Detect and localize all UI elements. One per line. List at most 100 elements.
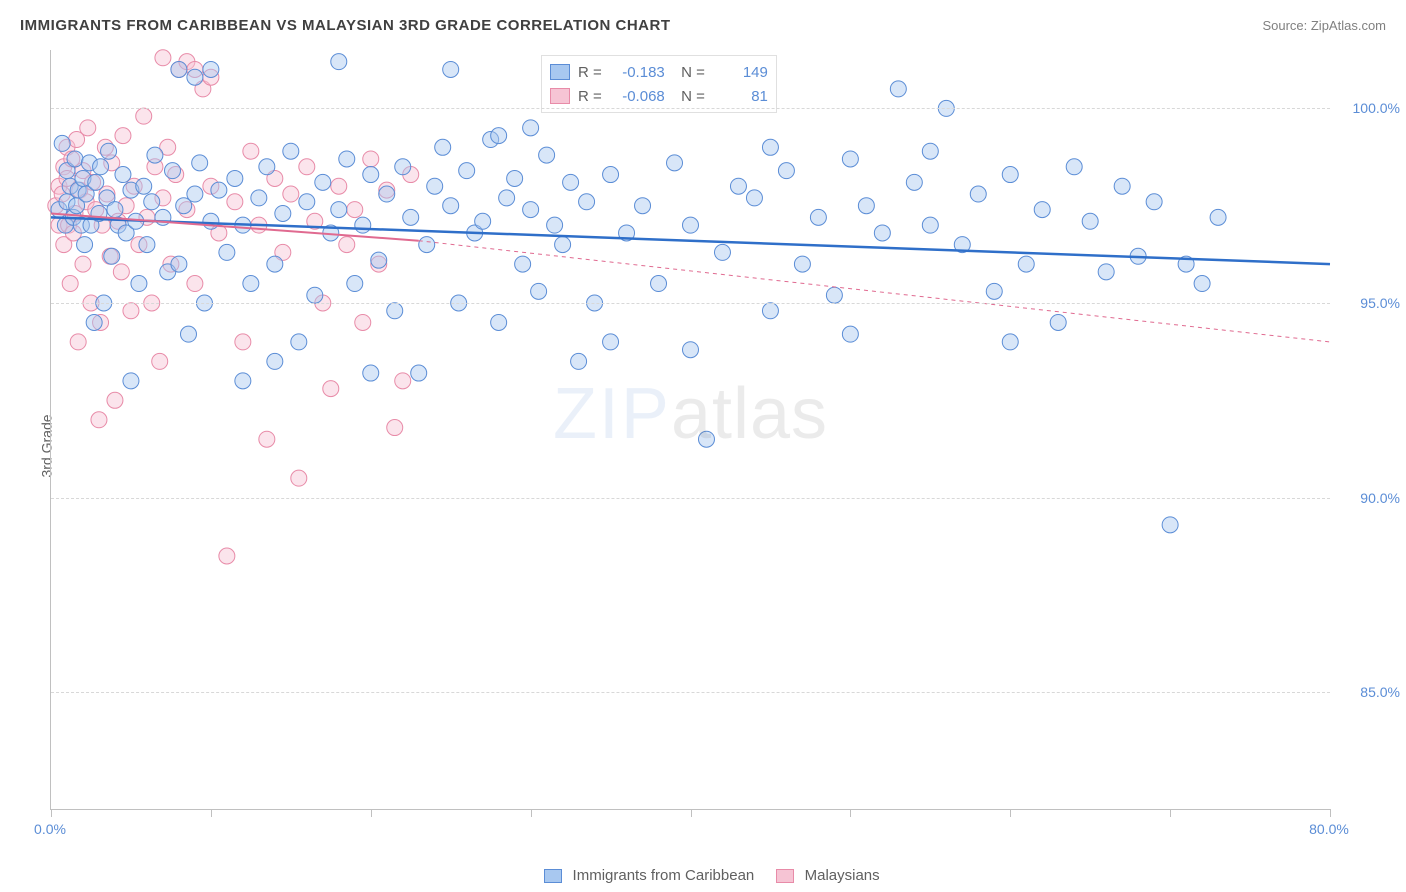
scatter-point <box>180 326 196 342</box>
scatter-point <box>547 217 563 233</box>
scatter-point <box>187 69 203 85</box>
scatter-point <box>107 202 123 218</box>
scatter-point <box>443 61 459 77</box>
scatter-point <box>603 334 619 350</box>
scatter-point <box>283 186 299 202</box>
scatter-point <box>499 190 515 206</box>
scatter-point <box>563 174 579 190</box>
scatter-point <box>842 326 858 342</box>
scatter-point <box>698 431 714 447</box>
scatter-point <box>62 276 78 292</box>
scatter-point <box>165 163 181 179</box>
scatter-point <box>1050 314 1066 330</box>
r-label-2: R = <box>578 88 602 105</box>
scatter-point <box>874 225 890 241</box>
scatter-point <box>315 174 331 190</box>
x-tick-label: 0.0% <box>34 821 66 837</box>
source-label: Source: ZipAtlas.com <box>1262 18 1386 33</box>
scatter-point <box>107 392 123 408</box>
scatter-point <box>523 120 539 136</box>
scatter-point <box>730 178 746 194</box>
scatter-point <box>227 170 243 186</box>
scatter-point <box>635 198 651 214</box>
scatter-point <box>152 353 168 369</box>
chart-container: IMMIGRANTS FROM CARIBBEAN VS MALAYSIAN 3… <box>0 0 1406 892</box>
scatter-point <box>443 198 459 214</box>
scatter-point <box>419 237 435 253</box>
scatter-point <box>579 194 595 210</box>
x-tick <box>531 809 532 817</box>
scatter-point <box>714 244 730 260</box>
scatter-point <box>603 167 619 183</box>
scatter-point <box>387 420 403 436</box>
scatter-point <box>1034 202 1050 218</box>
scatter-point <box>355 314 371 330</box>
scatter-point <box>227 194 243 210</box>
scatter-point <box>339 151 355 167</box>
bottom-legend: Immigrants from Caribbean Malaysians <box>0 867 1406 884</box>
scatter-point <box>115 167 131 183</box>
scatter-point <box>1162 517 1178 533</box>
scatter-point <box>211 182 227 198</box>
scatter-point <box>1194 276 1210 292</box>
scatter-point <box>136 178 152 194</box>
scatter-point <box>411 365 427 381</box>
scatter-point <box>243 143 259 159</box>
scatter-point <box>842 151 858 167</box>
grid-line <box>51 498 1330 499</box>
scatter-point <box>187 276 203 292</box>
scatter-point <box>1098 264 1114 280</box>
scatter-point <box>515 256 531 272</box>
scatter-point <box>331 202 347 218</box>
scatter-point <box>155 50 171 66</box>
scatter-point <box>219 244 235 260</box>
scatter-point <box>80 120 96 136</box>
scatter-point <box>363 167 379 183</box>
grid-line <box>51 692 1330 693</box>
scatter-point <box>491 314 507 330</box>
scatter-point <box>922 143 938 159</box>
scatter-point <box>104 248 120 264</box>
scatter-point <box>144 194 160 210</box>
scatter-point <box>347 202 363 218</box>
x-tick <box>371 809 372 817</box>
scatter-svg <box>51 50 1330 809</box>
scatter-point <box>259 159 275 175</box>
scatter-point <box>101 143 117 159</box>
scatter-point <box>667 155 683 171</box>
scatter-point <box>986 283 1002 299</box>
scatter-point <box>683 342 699 358</box>
scatter-point <box>1146 194 1162 210</box>
legend-swatch-caribbean <box>544 869 562 883</box>
scatter-point <box>762 303 778 319</box>
scatter-point <box>539 147 555 163</box>
grid-line <box>51 303 1330 304</box>
swatch-malaysian <box>550 88 570 104</box>
scatter-point <box>251 190 267 206</box>
scatter-point <box>491 128 507 144</box>
x-tick <box>1010 809 1011 817</box>
scatter-point <box>435 139 451 155</box>
scatter-point <box>275 205 291 221</box>
scatter-point <box>555 237 571 253</box>
y-tick-label: 95.0% <box>1340 295 1400 311</box>
header: IMMIGRANTS FROM CARIBBEAN VS MALAYSIAN 3… <box>0 0 1406 40</box>
scatter-point <box>113 264 129 280</box>
x-tick <box>691 809 692 817</box>
scatter-point <box>235 334 251 350</box>
scatter-point <box>826 287 842 303</box>
scatter-point <box>507 170 523 186</box>
scatter-point <box>363 365 379 381</box>
scatter-point <box>523 202 539 218</box>
scatter-point <box>922 217 938 233</box>
r-label: R = <box>578 64 602 81</box>
scatter-point <box>203 61 219 77</box>
scatter-point <box>123 303 139 319</box>
scatter-point <box>77 237 93 253</box>
legend-label-caribbean: Immigrants from Caribbean <box>573 867 755 884</box>
x-tick <box>1330 809 1331 817</box>
scatter-point <box>331 178 347 194</box>
n-label: N = <box>673 64 705 81</box>
y-tick-label: 85.0% <box>1340 684 1400 700</box>
scatter-point <box>323 381 339 397</box>
